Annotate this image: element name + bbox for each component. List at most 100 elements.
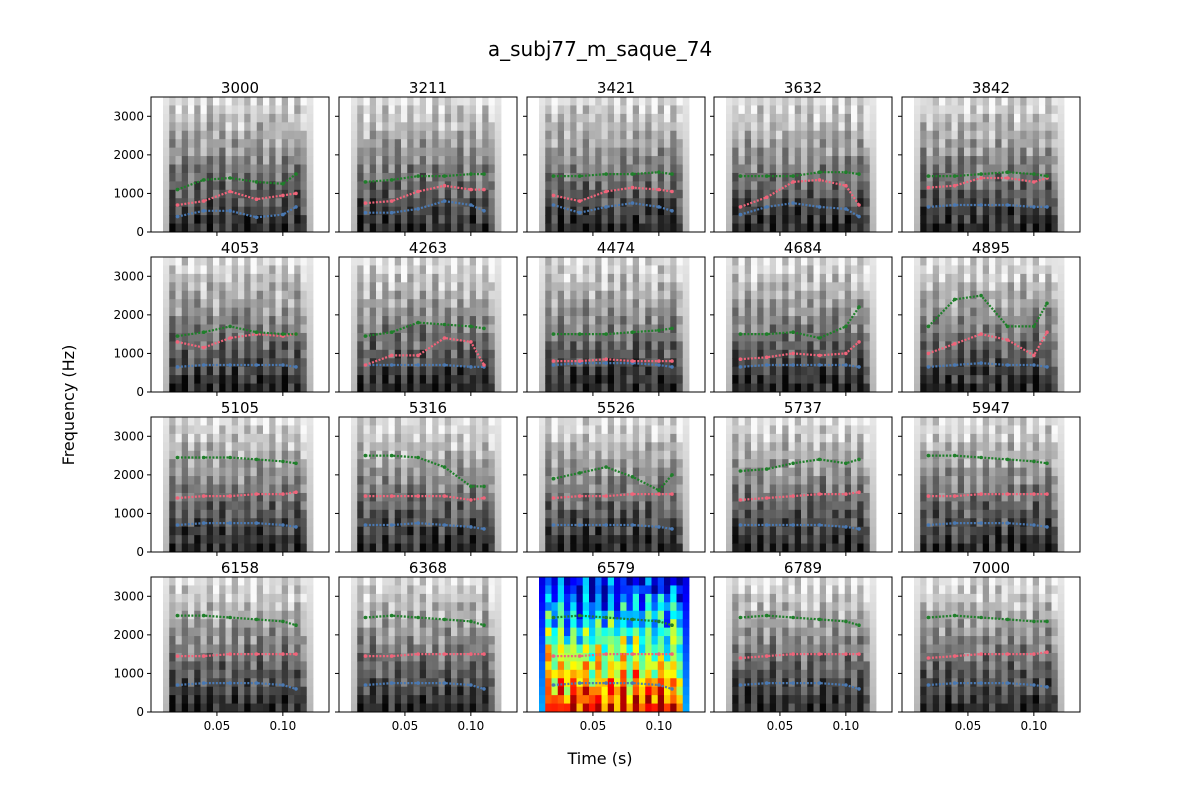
spectrogram-cell	[626, 257, 634, 266]
spectrogram-cell	[281, 206, 289, 216]
spectrogram-cell	[163, 349, 170, 359]
spectrogram-cell	[213, 358, 220, 368]
spectrogram-cell	[382, 450, 389, 460]
spectrogram-cell	[451, 383, 458, 392]
spectrogram-cell	[914, 189, 921, 199]
figure-title: a_subj77_m_saque_74	[488, 37, 712, 61]
spectrogram-cell	[357, 164, 364, 174]
spectrogram-cell	[844, 122, 852, 132]
spectrogram-cell	[394, 442, 402, 452]
spectrogram-cell	[601, 181, 609, 191]
spectrogram-cell	[1001, 156, 1009, 165]
spectrogram-cell	[438, 122, 446, 132]
spectrogram-cell	[388, 518, 396, 528]
spectrogram-cell	[844, 383, 852, 392]
spectrogram-cell	[863, 366, 871, 376]
spectrogram-cell	[1007, 307, 1015, 317]
f2-point	[764, 355, 769, 360]
spectrogram-cell	[744, 223, 752, 232]
spectrogram-cell	[794, 164, 802, 174]
spectrogram-cell	[939, 282, 946, 292]
spectrogram-cell	[564, 206, 571, 216]
spectrogram-cell	[181, 509, 189, 519]
spectrogram-cell	[582, 122, 590, 132]
spectrogram-cell	[444, 147, 452, 157]
spectrogram-cell	[194, 476, 201, 485]
spectrogram-cell	[632, 341, 640, 351]
spectrogram-cell	[794, 349, 802, 359]
spectrogram-cell	[657, 105, 665, 115]
spectrogram-cell	[1032, 147, 1040, 157]
spectrogram-cell	[982, 366, 990, 376]
spectrogram-cell	[388, 164, 396, 174]
spectrogram-cell	[595, 130, 602, 140]
f1-point	[175, 523, 180, 527]
f1-point	[1005, 363, 1010, 367]
f3-point	[469, 172, 473, 176]
f3-track	[177, 173, 297, 191]
spectrogram-cell	[376, 509, 383, 519]
spectrogram-cell	[726, 122, 733, 132]
spectrogram-cell	[851, 223, 858, 232]
spectrogram-cell	[1001, 97, 1009, 106]
f1-point	[228, 363, 232, 367]
spectrogram-cell	[432, 282, 439, 292]
spectrogram-cell	[194, 265, 201, 275]
spectrogram-cell	[920, 130, 927, 140]
spectrogram-cell	[595, 316, 602, 325]
spectrogram-cell	[213, 290, 220, 300]
spectrogram-cell	[275, 349, 283, 359]
spectrogram-cell	[206, 535, 214, 544]
spectrogram-cell	[288, 215, 295, 224]
spectrogram-cell	[676, 139, 684, 149]
spectrogram-cell	[238, 476, 245, 485]
spectrogram-cell	[463, 433, 471, 443]
spectrogram-cell	[826, 316, 833, 325]
spectrogram-cell	[682, 383, 690, 392]
spectrogram-cell	[382, 215, 389, 224]
spectrogram-cell	[1032, 358, 1040, 368]
spectrogram-cell	[263, 484, 270, 494]
spectrogram-cell	[175, 206, 183, 216]
spectrogram-cell	[626, 223, 634, 232]
spectrogram-cell	[1039, 316, 1046, 325]
spectrogram-cell	[670, 265, 677, 275]
spectrogram-cell	[614, 316, 621, 325]
spectrogram-cell	[657, 130, 665, 140]
spectrogram-cell	[651, 147, 659, 157]
spectrogram-cell	[551, 164, 559, 174]
spectrogram-cell	[857, 156, 864, 165]
spectrogram-cell	[1045, 273, 1052, 283]
spectrogram-cell	[1001, 324, 1009, 334]
spectrogram-cell	[939, 324, 946, 334]
spectrogram-cell	[469, 290, 477, 300]
spectrogram-cell	[607, 265, 615, 275]
spectrogram-cell	[494, 332, 502, 342]
spectrogram-cell	[444, 130, 452, 140]
spectrogram-cell	[482, 97, 489, 106]
spectrogram-cell	[482, 223, 489, 232]
spectrogram-cell	[832, 113, 839, 123]
spectrogram-cell	[294, 113, 301, 123]
spectrogram-cell	[225, 509, 233, 519]
spectrogram-cell	[682, 97, 690, 106]
spectrogram-cell	[463, 206, 471, 216]
spectrogram-cell	[826, 122, 833, 132]
spectrogram-cell	[200, 273, 208, 283]
spectrogram-cell	[607, 189, 615, 199]
spectrogram-cell	[275, 215, 283, 224]
spectrogram-cell	[281, 198, 289, 208]
spectrogram-cell	[407, 501, 414, 511]
f3-point	[577, 332, 582, 336]
spectrogram-cell	[738, 139, 746, 149]
spectrogram-cell	[200, 105, 208, 115]
spectrogram-cell	[982, 206, 990, 216]
spectrogram-cell	[763, 358, 771, 368]
spectrogram-cell	[306, 282, 314, 292]
spectrogram-cell	[738, 383, 746, 392]
spectrogram-cell	[451, 113, 458, 123]
spectrogram-cell	[300, 198, 308, 208]
spectrogram-cell	[1045, 105, 1052, 115]
spectrogram-cell	[582, 375, 590, 384]
spectrogram-cell	[763, 139, 771, 149]
